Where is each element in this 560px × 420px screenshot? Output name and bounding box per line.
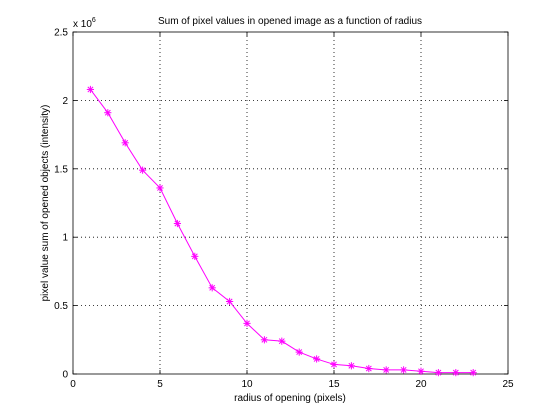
plot-area xyxy=(73,32,508,374)
x-tick-label: 20 xyxy=(415,379,427,390)
data-point-marker xyxy=(434,369,442,377)
data-point-marker xyxy=(452,369,460,377)
plot-frame xyxy=(72,31,509,375)
data-point-marker xyxy=(278,337,286,345)
y-tick-label: 1.5 xyxy=(54,164,68,175)
data-point-marker xyxy=(156,184,164,192)
data-point-marker xyxy=(295,348,303,356)
chart-title: Sum of pixel values in opened image as a… xyxy=(158,16,422,27)
data-point-marker xyxy=(86,85,94,94)
data-point-marker xyxy=(417,367,425,375)
data-point-marker xyxy=(226,297,234,306)
y-tick-label: 2 xyxy=(62,96,68,107)
x-tick-label: 15 xyxy=(328,379,340,390)
data-point-marker xyxy=(382,366,390,374)
y-tick-label: 0 xyxy=(62,370,68,381)
grid-lines xyxy=(73,32,508,374)
data-point-marker xyxy=(191,252,199,260)
y-tick-label: 0.5 xyxy=(54,301,68,312)
data-point-marker xyxy=(139,166,147,174)
x-axis-label: radius of opening (pixels) xyxy=(234,393,346,404)
axis-ticks: 0 5 10 15 20 25 0 0.5 1 1.5 2 2.5 xyxy=(54,28,514,391)
y-tick-label: 1 xyxy=(62,233,68,244)
x-tick-label: 10 xyxy=(241,379,253,390)
y-multiplier-exponent: 6 xyxy=(92,17,96,24)
data-point-marker xyxy=(104,109,112,117)
data-point-marker xyxy=(365,364,373,373)
y-axis-label: pixel value sum of opened objects (inten… xyxy=(40,105,51,302)
data-point-marker xyxy=(121,139,129,147)
data-point-marker xyxy=(243,319,251,327)
y-tick-label: 2.5 xyxy=(54,28,68,39)
data-point-marker xyxy=(313,355,321,363)
y-axis-multiplier: x 106 xyxy=(73,17,96,30)
data-series xyxy=(86,85,477,377)
y-multiplier-base: x 10 xyxy=(73,19,92,30)
data-point-marker xyxy=(347,362,355,370)
x-tick-label: 25 xyxy=(502,379,514,390)
x-tick-label: 5 xyxy=(157,379,163,390)
data-point-marker xyxy=(400,366,408,374)
data-point-marker xyxy=(260,336,268,344)
data-point-marker xyxy=(469,369,477,377)
data-point-marker xyxy=(173,219,181,228)
data-point-marker xyxy=(330,360,338,369)
x-tick-label: 0 xyxy=(70,379,76,390)
data-point-marker xyxy=(208,284,216,292)
